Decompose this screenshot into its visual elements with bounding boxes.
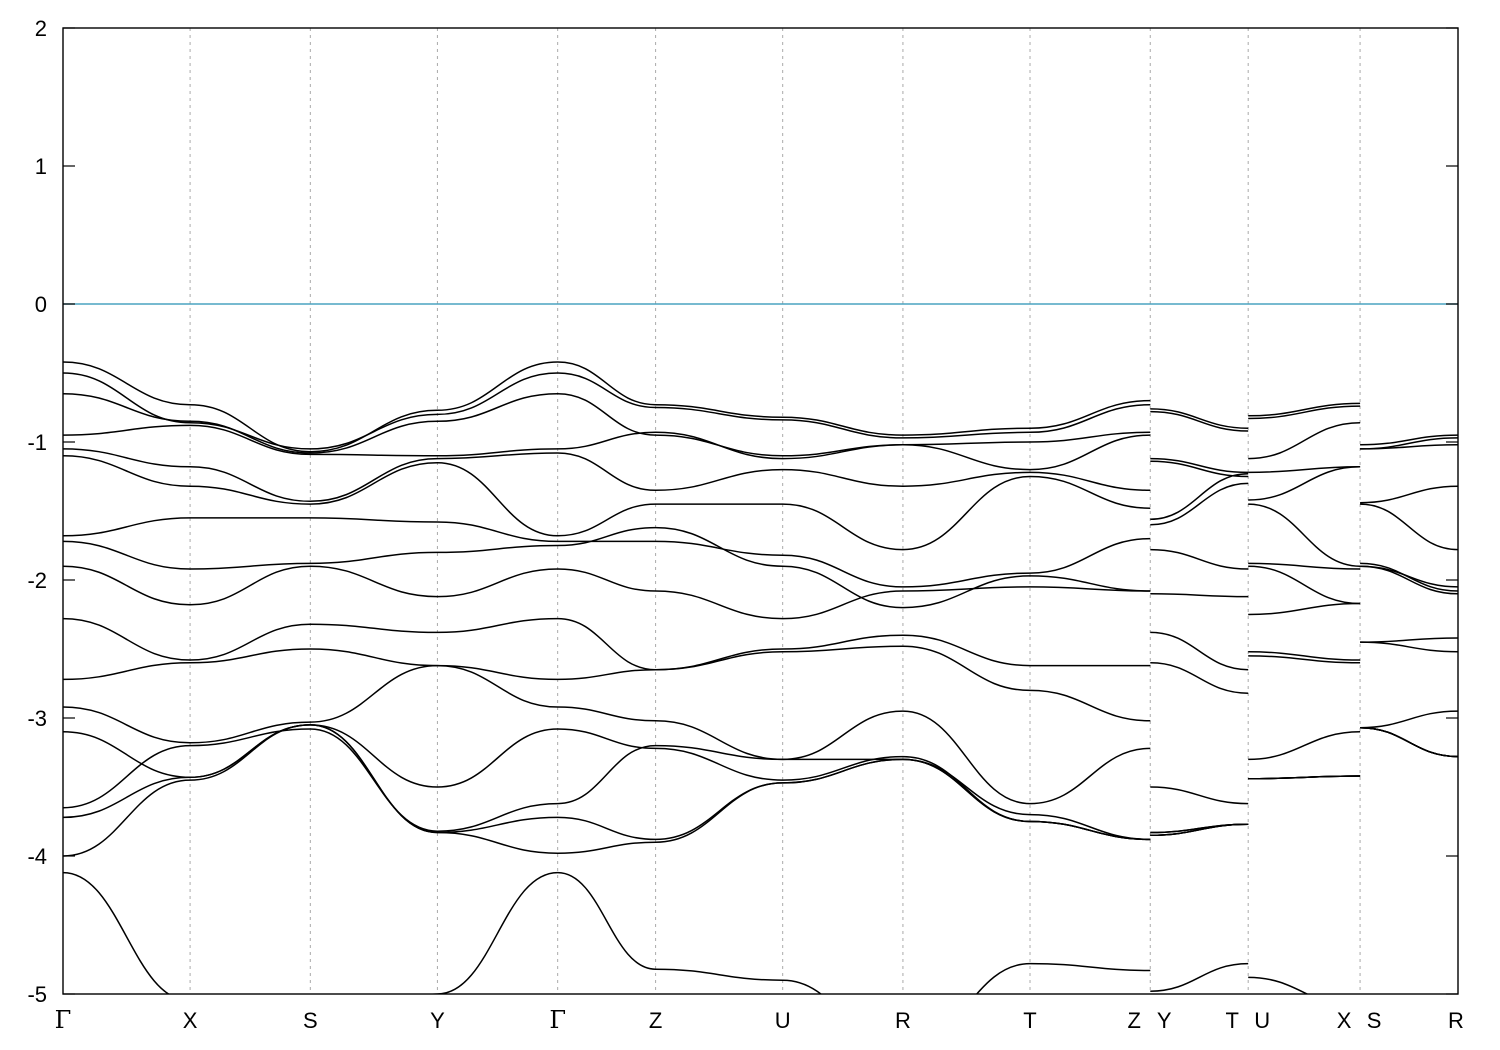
band-line xyxy=(1150,962,1249,992)
band-line xyxy=(1360,562,1458,592)
band-line xyxy=(63,517,1151,588)
band-line xyxy=(63,526,1151,609)
band-line xyxy=(1360,434,1458,446)
y-tick-label: -3 xyxy=(27,706,47,731)
band-line xyxy=(1248,562,1361,570)
band-line xyxy=(1150,408,1249,429)
band-line xyxy=(63,728,1151,841)
kpoint-label: S xyxy=(1367,1008,1382,1033)
band-line xyxy=(63,448,1151,503)
band-line xyxy=(63,424,1151,471)
y-tick-label: 1 xyxy=(35,154,47,179)
band-line xyxy=(1150,662,1249,694)
plot-frame xyxy=(62,27,1459,995)
band-line xyxy=(1248,602,1361,616)
band-line xyxy=(63,455,1151,551)
band-line xyxy=(1248,503,1361,567)
band-line xyxy=(1150,593,1249,598)
kpoint-label: U xyxy=(775,1008,791,1033)
band-line xyxy=(1150,482,1249,526)
kpoint-gridlines xyxy=(189,28,1361,994)
band-line xyxy=(63,617,1151,671)
y-tick-label: 2 xyxy=(35,16,47,41)
band-line xyxy=(63,361,1151,453)
y-tick-label: -5 xyxy=(27,982,47,1007)
bands xyxy=(63,361,1458,994)
kpoint-label: U xyxy=(1254,1008,1270,1033)
band-line xyxy=(1248,655,1361,664)
y-tick-label: -2 xyxy=(27,568,47,593)
kpoint-label: T xyxy=(1225,1008,1238,1033)
band-line xyxy=(1248,466,1361,501)
kpoint-label: Γ xyxy=(55,1006,72,1034)
band-line xyxy=(1360,565,1458,595)
band-line xyxy=(1150,786,1249,805)
band-line xyxy=(1248,731,1361,761)
band-line xyxy=(63,645,1151,722)
band-line xyxy=(1150,410,1249,432)
band-line xyxy=(1150,631,1249,671)
kpoint-label: X xyxy=(1337,1008,1352,1033)
band-line xyxy=(1360,637,1458,643)
band-line xyxy=(63,871,1151,994)
kpoint-label: S xyxy=(303,1008,318,1033)
kpoint-label: Z xyxy=(649,1008,662,1033)
band-line xyxy=(1360,503,1458,551)
band-line xyxy=(1150,823,1249,837)
band-line xyxy=(1248,976,1309,994)
band-line xyxy=(1248,651,1361,661)
band-line xyxy=(1360,710,1458,729)
band-line xyxy=(1360,444,1458,450)
kpoint-label: R xyxy=(895,1008,911,1033)
kpoint-label: R xyxy=(1448,1008,1464,1033)
kpoint-label: T xyxy=(1023,1008,1036,1033)
y-tick-label: -1 xyxy=(27,430,47,455)
band-line xyxy=(63,664,1151,805)
band-line xyxy=(1360,641,1458,653)
kpoint-label: Y xyxy=(1157,1008,1172,1033)
band-line xyxy=(1248,565,1361,605)
kpoint-label: Z xyxy=(1128,1008,1141,1033)
y-tick-label: -4 xyxy=(27,844,47,869)
band-line xyxy=(1150,548,1249,570)
band-line xyxy=(1360,485,1458,504)
y-axis: 2 1 0 -1 -2 -3 -4 -5 xyxy=(27,16,1458,1007)
band-line xyxy=(1150,460,1249,478)
band-line xyxy=(1248,405,1361,420)
kpoint-label: X xyxy=(183,1008,198,1033)
band-line xyxy=(1248,466,1361,474)
band-line xyxy=(1150,457,1249,474)
y-tick-label: 0 xyxy=(35,292,47,317)
band-line xyxy=(1360,726,1458,758)
kpoint-label: Γ xyxy=(549,1006,566,1034)
band-line xyxy=(63,565,1151,620)
band-line xyxy=(1248,421,1361,460)
band-line xyxy=(63,392,1151,457)
band-line xyxy=(1248,775,1361,780)
band-line xyxy=(1248,402,1361,417)
band-line xyxy=(63,372,1151,450)
band-line xyxy=(1150,472,1249,521)
band-line xyxy=(63,724,1151,857)
kpoint-label: Y xyxy=(430,1008,445,1033)
